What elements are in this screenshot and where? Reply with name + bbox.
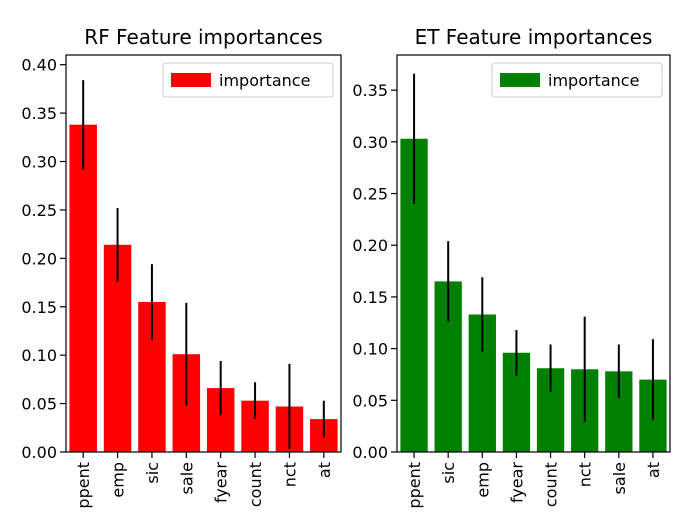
rf-legend: importance [162,62,334,98]
rf-y-tick-label: 0.10 [21,346,57,365]
rf-y-tick-label: 0.15 [21,298,57,317]
et-y-tick-label: 0.00 [352,443,388,462]
et-y-tick-label: 0.35 [352,81,388,100]
rf-x-tick-label: at [315,462,334,478]
et-x-tick-label: count [542,462,561,507]
et-x-tick-label: sale [610,462,629,494]
rf-y-tick-label: 0.20 [21,249,57,268]
rf-y-tick-label: 0.40 [21,56,57,75]
et-y-tick-label: 0.20 [352,236,388,255]
rf-x-tick-label: emp [109,462,128,498]
et-y-tick-label: 0.15 [352,288,388,307]
et-legend-label: importance [548,71,639,90]
et-legend: importance [491,62,663,98]
et-chart-panel: ET Feature importances 0.00 0.05 0.10 0.15 0.… [352,25,671,509]
et-chart-title: ET Feature importances [415,25,653,49]
et-y-tick-label: 0.05 [352,391,388,410]
rf-axes-frame [65,54,342,453]
et-x-tick-label: sic [439,462,458,484]
rf-x-tick-label: sale [177,462,196,494]
rf-y-tick-label: 0.35 [21,104,57,123]
rf-chart-panel: RF Feature importances 0.00 0.05 0.10 0.15 0.… [21,25,342,509]
rf-x-tick-label: sic [143,462,162,484]
et-x-tick-label: ppent [405,462,424,509]
et-legend-swatch [500,73,540,87]
rf-y-tick-label: 0.30 [21,153,57,172]
rf-legend-label: importance [219,71,310,90]
rf-x-tick-label: count [246,462,265,507]
et-x-tick-label: fyear [507,462,526,503]
rf-legend-box [162,62,334,98]
rf-x-tick-label: nct [280,462,299,487]
rf-y-tick-label: 0.00 [21,443,57,462]
et-axes-frame [396,54,671,453]
et-y-tick-label: 0.10 [352,340,388,359]
rf-y-tick-label: 0.05 [21,395,57,414]
rf-x-tick-label: ppent [74,462,93,509]
rf-x-tick-label: fyear [212,462,231,503]
et-legend-box [491,62,663,98]
et-x-tick-label: emp [473,462,492,498]
rf-y-tick-label: 0.25 [21,201,57,220]
rf-chart-title: RF Feature importances [84,25,322,49]
et-y-tick-label: 0.30 [352,133,388,152]
et-y-tick-label: 0.25 [352,185,388,204]
et-x-tick-label: at [644,462,663,478]
rf-legend-swatch [171,73,211,87]
et-x-tick-label: nct [576,462,595,487]
rf-bar [69,124,97,452]
